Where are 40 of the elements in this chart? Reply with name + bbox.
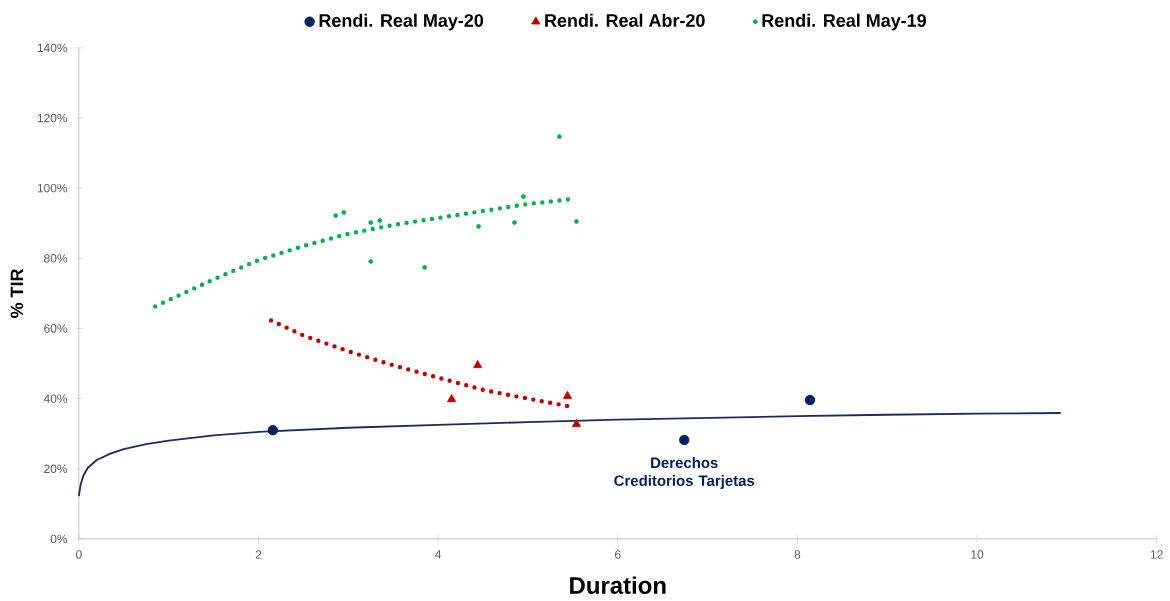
point	[368, 259, 374, 265]
x-axis-title: Duration	[570, 576, 666, 595]
x-tick-label: 2	[255, 550, 262, 559]
y-tick-label: 40%	[43, 394, 68, 404]
y-tick-label: 140%	[37, 43, 68, 53]
x-tick-label: 10	[971, 550, 984, 559]
y-tick-label: 0%	[50, 534, 68, 544]
x-tick-label: 8	[794, 550, 801, 559]
x-tick-label: 0	[75, 550, 82, 559]
point	[447, 394, 457, 403]
point	[341, 210, 347, 215]
point	[333, 213, 339, 219]
y-tick-label: 20%	[44, 464, 68, 474]
point	[512, 220, 517, 226]
y-tick-label: 100%	[37, 184, 68, 193]
y-tick-label: 120%	[37, 113, 68, 123]
legend-label: Rendi. Real May-20	[319, 13, 484, 31]
x-tick-label: 4	[435, 550, 442, 559]
point	[574, 219, 579, 225]
legend-label: Rendi. Real May-19	[762, 13, 926, 31]
point	[473, 360, 483, 369]
point	[267, 425, 279, 436]
point	[422, 265, 428, 271]
line-series	[153, 197, 572, 309]
point	[562, 391, 573, 400]
point	[571, 419, 582, 428]
x-tick-label: 6	[615, 550, 621, 559]
annotation: Derechos Creditorios Tarjetas	[614, 457, 755, 490]
y-tick-label: 60%	[44, 324, 68, 333]
point	[556, 134, 562, 140]
legend-label: Rendi. Real Abr-20	[545, 13, 705, 28]
point	[521, 194, 526, 200]
point	[679, 434, 690, 446]
point	[368, 220, 374, 226]
y-tick-label: 80%	[44, 254, 68, 263]
point	[476, 224, 481, 229]
x-tick-label: 12	[1150, 550, 1163, 559]
point	[377, 218, 383, 224]
point	[804, 395, 816, 406]
y-axis-title: % TIR	[10, 268, 24, 319]
